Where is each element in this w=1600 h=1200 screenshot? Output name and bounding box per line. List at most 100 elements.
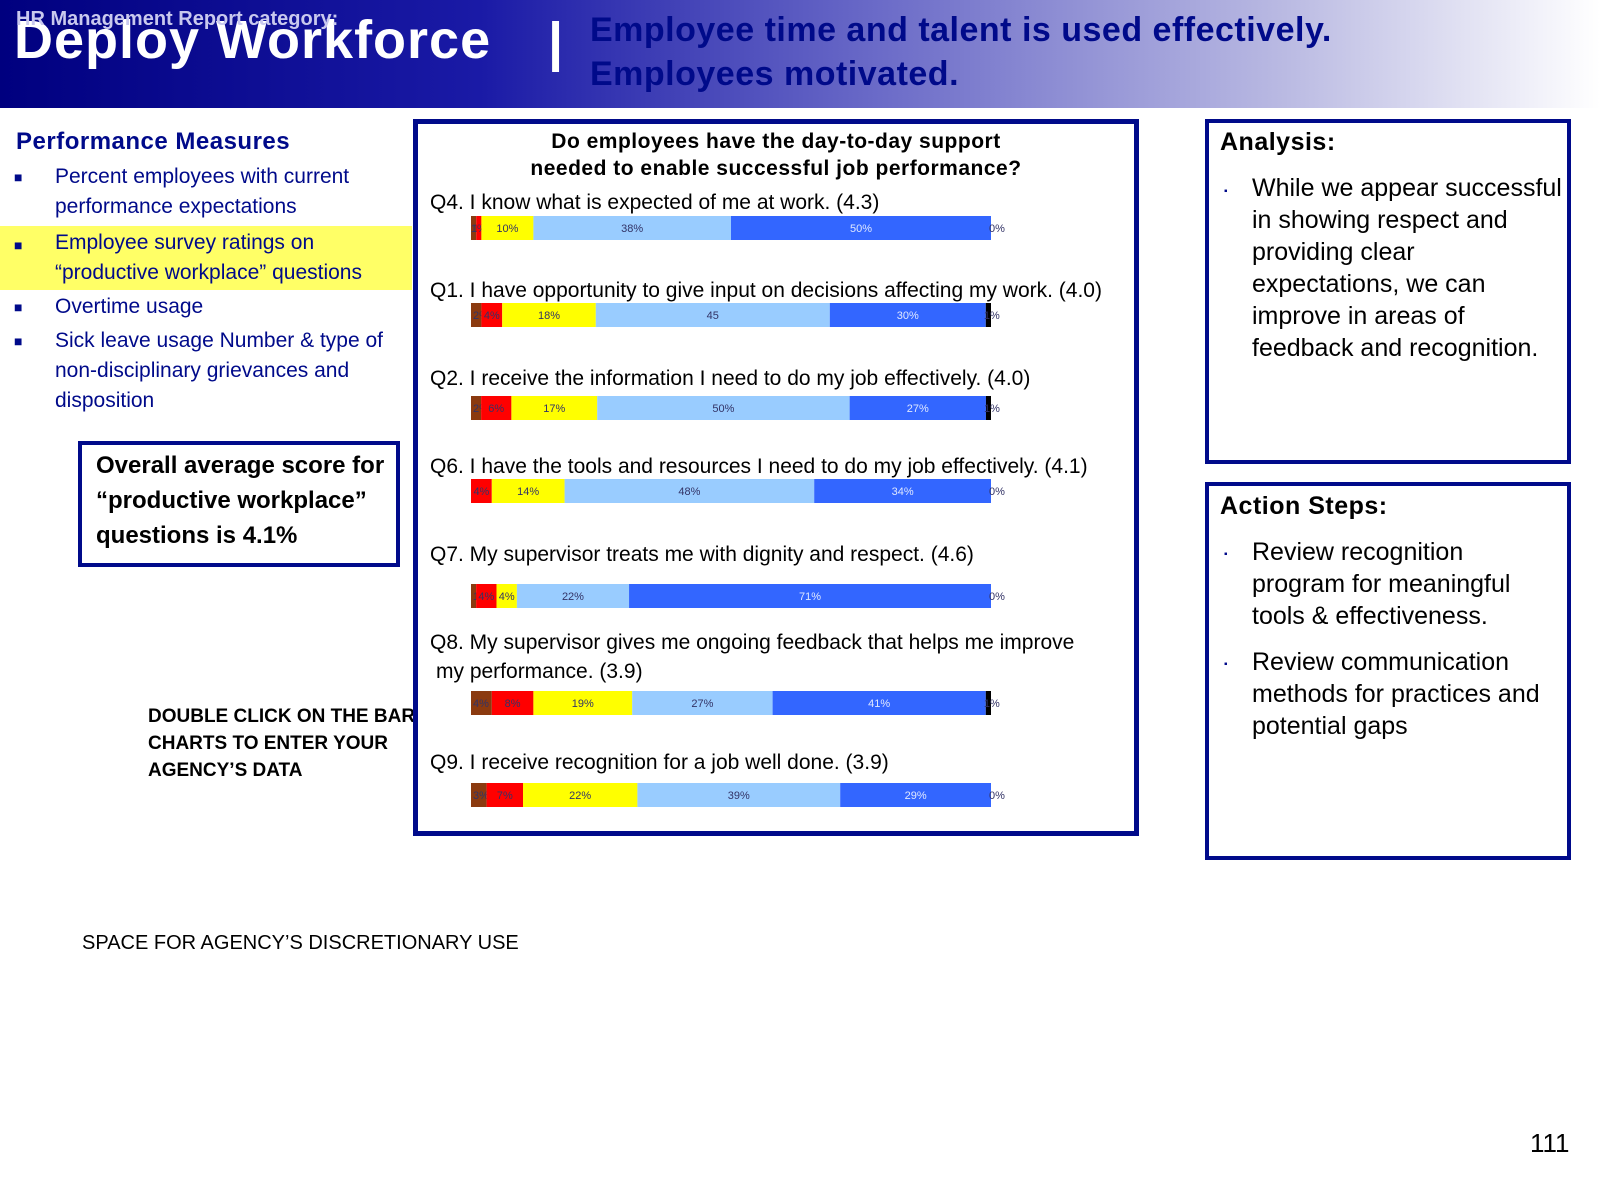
- square-bullet-icon: ■: [14, 333, 23, 349]
- performance-measures-title: Performance Measures: [16, 128, 291, 155]
- square-bullet-icon: ▪: [1224, 549, 1228, 560]
- bar-data-label: 48%: [678, 486, 700, 498]
- bar-data-label: 4%: [499, 591, 515, 603]
- bar-data-label: 39%: [728, 790, 750, 802]
- bar-segment[interactable]: [496, 584, 517, 608]
- bar-segment[interactable]: [523, 783, 638, 807]
- chart-title-line-1: Do employees have the day-to-day support: [551, 130, 1001, 153]
- bar-data-label: 27%: [691, 698, 713, 710]
- bar-segment[interactable]: [491, 691, 534, 715]
- bar-data-label: 71%: [799, 591, 821, 603]
- header-goal: Employee time and talent is used effecti…: [590, 8, 1332, 96]
- question-label: Q1. I have opportunity to give input on …: [430, 279, 1102, 302]
- bar-segment[interactable]: [597, 396, 850, 420]
- bar-data-label: 29%: [905, 790, 927, 802]
- bar-data-label: 22%: [569, 790, 591, 802]
- bar-data-label: 4%: [473, 486, 489, 498]
- bar-segment[interactable]: [595, 303, 830, 327]
- bar-data-label: 17%: [543, 403, 565, 415]
- bar-segment[interactable]: [840, 783, 991, 807]
- square-bullet-icon: ▪: [1224, 186, 1228, 197]
- bar-data-label: 4%: [484, 310, 500, 322]
- question-label: Q8. My supervisor gives me ongoing feedb…: [430, 631, 1075, 654]
- measure-text: Overtime usage: [55, 295, 204, 318]
- bar-segment[interactable]: [471, 216, 477, 240]
- chart-title-line-2: needed to enable successful job performa…: [530, 157, 1022, 180]
- bar-data-label: 34%: [892, 486, 914, 498]
- bar-data-label: 1%: [984, 310, 1000, 322]
- bar-segment[interactable]: [481, 216, 534, 240]
- bar-segment[interactable]: [814, 479, 991, 503]
- bar-data-label: 50%: [850, 223, 872, 235]
- bar-segment[interactable]: [731, 216, 991, 240]
- bar-segment[interactable]: [849, 396, 986, 420]
- bar-segment[interactable]: [481, 396, 512, 420]
- bar-segment[interactable]: [516, 584, 630, 608]
- bar-data-label: 0%: [989, 591, 1005, 603]
- bar-segment[interactable]: [471, 584, 477, 608]
- bar-segment[interactable]: [486, 783, 523, 807]
- bar-segment[interactable]: [637, 783, 841, 807]
- measure-text: Percent employees with current performan…: [55, 165, 350, 218]
- chart-title: Do employees have the day-to-day support…: [418, 128, 1134, 182]
- discretionary-space-note: SPACE FOR AGENCY’S DISCRETIONARY USE: [82, 932, 519, 954]
- bar-segment[interactable]: [985, 396, 991, 420]
- measure-item: ■ Sick leave usage Number & type of non-…: [0, 326, 412, 422]
- chart-panel: [413, 119, 1139, 836]
- bar-segment[interactable]: [471, 691, 492, 715]
- bar-segment[interactable]: [476, 216, 482, 240]
- double-click-note: DOUBLE CLICK ON THE BAR CHARTS TO ENTER …: [148, 706, 416, 781]
- bar-segment[interactable]: [985, 303, 991, 327]
- bar-segment[interactable]: [533, 216, 731, 240]
- bar-segment[interactable]: [476, 584, 497, 608]
- bar-data-label: 27%: [907, 403, 929, 415]
- bar-segment[interactable]: [772, 691, 986, 715]
- bar-segment[interactable]: [471, 479, 492, 503]
- action-step-text: Review communication methods for practic…: [1252, 648, 1540, 740]
- analysis-title: Analysis:: [1220, 128, 1336, 156]
- bar-data-label: 7%: [497, 790, 513, 802]
- bar-data-label: 18%: [538, 310, 560, 322]
- square-bullet-icon: ▪: [1224, 659, 1228, 670]
- score-box: [78, 441, 400, 567]
- bar-segment[interactable]: [564, 479, 815, 503]
- header-banner: [0, 0, 1600, 108]
- bar-segment[interactable]: [502, 303, 596, 327]
- bar-segment[interactable]: [471, 303, 482, 327]
- bar-segment[interactable]: [632, 691, 773, 715]
- bar-segment[interactable]: [629, 584, 991, 608]
- bar-segment[interactable]: [471, 783, 487, 807]
- bar-segment[interactable]: [471, 396, 482, 420]
- bar-segment[interactable]: [511, 396, 598, 420]
- bar-data-label: 0%: [989, 486, 1005, 498]
- bar-data-label: 4%: [473, 698, 489, 710]
- question-label: Q4. I know what is expected of me at wor…: [430, 191, 880, 214]
- question-label: Q2. I receive the information I need to …: [430, 367, 1031, 390]
- action-step-text: Review recognition program for meaningfu…: [1252, 538, 1511, 630]
- page-number: 111: [1530, 1128, 1570, 1158]
- measure-text: Sick leave usage Number & type of non-di…: [55, 329, 384, 412]
- question-label: Q9. I receive recognition for a job well…: [430, 751, 889, 774]
- square-bullet-icon: ■: [14, 299, 23, 315]
- goal-line-1: Employee time and talent is used effecti…: [590, 11, 1332, 49]
- bar-segment[interactable]: [533, 691, 633, 715]
- bar-segment[interactable]: [829, 303, 986, 327]
- report-category: HR Management Report category:: [16, 8, 339, 30]
- question-label: Q7. My supervisor treats me with dignity…: [430, 543, 974, 566]
- goal-line-2: Employees motivated.: [590, 55, 960, 93]
- bar-data-label: 1%: [984, 698, 1000, 710]
- bar-data-label: 4%: [478, 591, 494, 603]
- bar-data-label: 0%: [989, 223, 1005, 235]
- score-text: Overall average score for “productive wo…: [96, 452, 385, 549]
- bar-data-label: 0%: [989, 790, 1005, 802]
- bar-data-label: 38%: [621, 223, 643, 235]
- bar-segment[interactable]: [491, 479, 565, 503]
- bar-segment[interactable]: [481, 303, 503, 327]
- measure-item-highlighted: ■ Employee survey ratings on “productive…: [0, 226, 412, 290]
- bar-data-label: 19%: [572, 698, 594, 710]
- measure-text: Employee survey ratings on “productive w…: [55, 231, 362, 284]
- bar-data-label: 50%: [712, 403, 734, 415]
- bar-segment[interactable]: [985, 691, 991, 715]
- bar-data-label: 14%: [517, 486, 539, 498]
